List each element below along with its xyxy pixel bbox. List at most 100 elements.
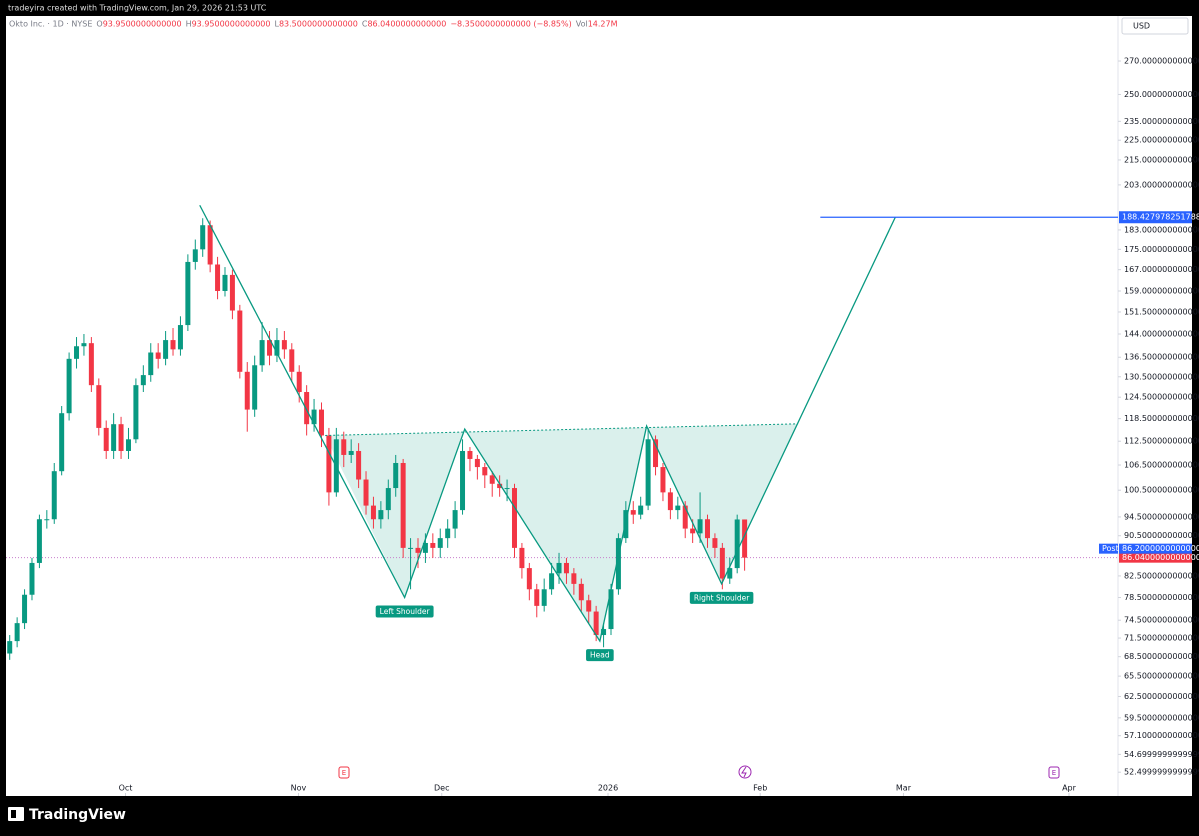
candle-body [393, 462, 399, 489]
y-tick-label: 203.0000000000000 [1124, 180, 1199, 189]
candle-body [586, 600, 592, 612]
post-value-label: 86.2000000000000 [1122, 544, 1199, 553]
candle-body [296, 371, 302, 393]
y-tick-label: 100.5000000000000 [1124, 486, 1199, 495]
candle-body [74, 346, 80, 359]
annotation: Right Shoulder [689, 591, 754, 604]
candle-body [44, 519, 50, 521]
candle-body [653, 439, 659, 468]
candle-body [363, 479, 369, 506]
x-tick-label: Dec [434, 784, 449, 793]
candle-body [244, 371, 250, 410]
candle-body [482, 467, 488, 476]
candle-body [519, 547, 525, 569]
candle-body [88, 343, 94, 386]
annotation-box [689, 591, 754, 604]
y-tick-label: 270.0000000000000 [1124, 57, 1199, 66]
candle-body [51, 471, 57, 520]
candle-body [252, 365, 258, 410]
candle-body [378, 510, 384, 520]
candle-body [140, 375, 146, 386]
candle-body [630, 510, 636, 515]
candle-body [727, 568, 733, 579]
currency: USD [1133, 22, 1150, 31]
candle-body [289, 349, 295, 372]
y-tick-label: 94.5000000000000 [1124, 512, 1199, 521]
currency-box [1121, 17, 1189, 35]
x-tick-label: Apr [1062, 784, 1077, 793]
pattern-line [199, 204, 896, 643]
candle-body [341, 439, 347, 455]
candle-body [192, 249, 198, 262]
y-tick-label: 112.5000000000000 [1124, 437, 1199, 446]
legend-symbol: Okto Inc. · 1D · NYSE [9, 20, 92, 29]
candle-body [704, 519, 710, 539]
candle-body [675, 505, 681, 511]
candle-body [697, 519, 703, 534]
candle-body [400, 462, 406, 548]
candle-body [385, 488, 391, 511]
candle-body [370, 505, 376, 520]
legend-label: L [274, 20, 279, 29]
candle-body [7, 641, 13, 654]
y-tick-label: 62.5000000000000 [1124, 692, 1199, 701]
legend-value: −8.3500000000000 (−8.85%) [450, 20, 571, 29]
candle-body [534, 589, 540, 606]
y-tick-label: 167.0000000000000 [1124, 265, 1199, 274]
candle-body [237, 310, 243, 372]
candle-body [125, 439, 131, 451]
x-tick-label: 2026 [598, 784, 618, 793]
candle-body [29, 562, 35, 595]
candle-body [200, 225, 206, 250]
annotation-label: Left Shoulder [380, 607, 431, 616]
y-tick-label: 74.5000000000000 [1124, 616, 1199, 625]
post-label: Post [1102, 544, 1119, 553]
legend-value: 14.27M [588, 20, 618, 29]
annotation-label: Right Shoulder [694, 593, 750, 602]
candle-body [163, 340, 169, 359]
candle-body [170, 340, 176, 350]
candle-body [742, 519, 748, 558]
annotation: Left Shoulder [375, 605, 434, 618]
y-tick-label: 90.5000000000000 [1124, 531, 1199, 540]
y-tick-label: 68.5000000000000 [1124, 652, 1199, 661]
y-tick-label: 59.5000000000000 [1124, 713, 1199, 722]
y-tick-label: 159.0000000000000 [1124, 286, 1199, 295]
legend-value: 93.9500000000000 [103, 20, 182, 29]
candle-body [36, 519, 42, 563]
candle-body [549, 573, 555, 590]
candle-body [460, 450, 466, 511]
candle-body [311, 409, 317, 425]
y-tick-label: 78.5000000000000 [1124, 593, 1199, 602]
candle-body [430, 542, 436, 548]
candle-body [445, 528, 451, 539]
legend-label: H [186, 20, 192, 29]
candle-body [59, 413, 65, 472]
svg-text:E: E [1052, 769, 1056, 777]
legend-label: C [362, 20, 368, 29]
y-tick-label: 183.0000000000000 [1124, 225, 1199, 234]
y-tick-label: 52.4999999999999 [1124, 768, 1199, 777]
candle-body [408, 547, 414, 549]
candle-body [504, 488, 510, 490]
event-icon: E [1048, 766, 1060, 779]
candle-body [690, 528, 696, 534]
candle-body [304, 392, 310, 425]
candle-body [96, 385, 102, 428]
candle-body [415, 547, 421, 553]
candle-body [593, 611, 599, 636]
candle-body [578, 583, 584, 601]
y-tick-label: 136.5000000000000 [1124, 353, 1199, 362]
candle-body [452, 510, 458, 529]
candle-body [185, 261, 191, 326]
candle-body [229, 274, 235, 311]
candle-body [682, 505, 688, 529]
svg-text:E: E [342, 769, 346, 777]
y-tick-label: 82.5000000000000 [1124, 571, 1199, 580]
y-tick-label: 57.1000000000000 [1124, 731, 1199, 740]
candle-body [259, 340, 265, 366]
candle-body [222, 274, 228, 291]
y-tick-label: 225.0000000000000 [1124, 136, 1199, 145]
